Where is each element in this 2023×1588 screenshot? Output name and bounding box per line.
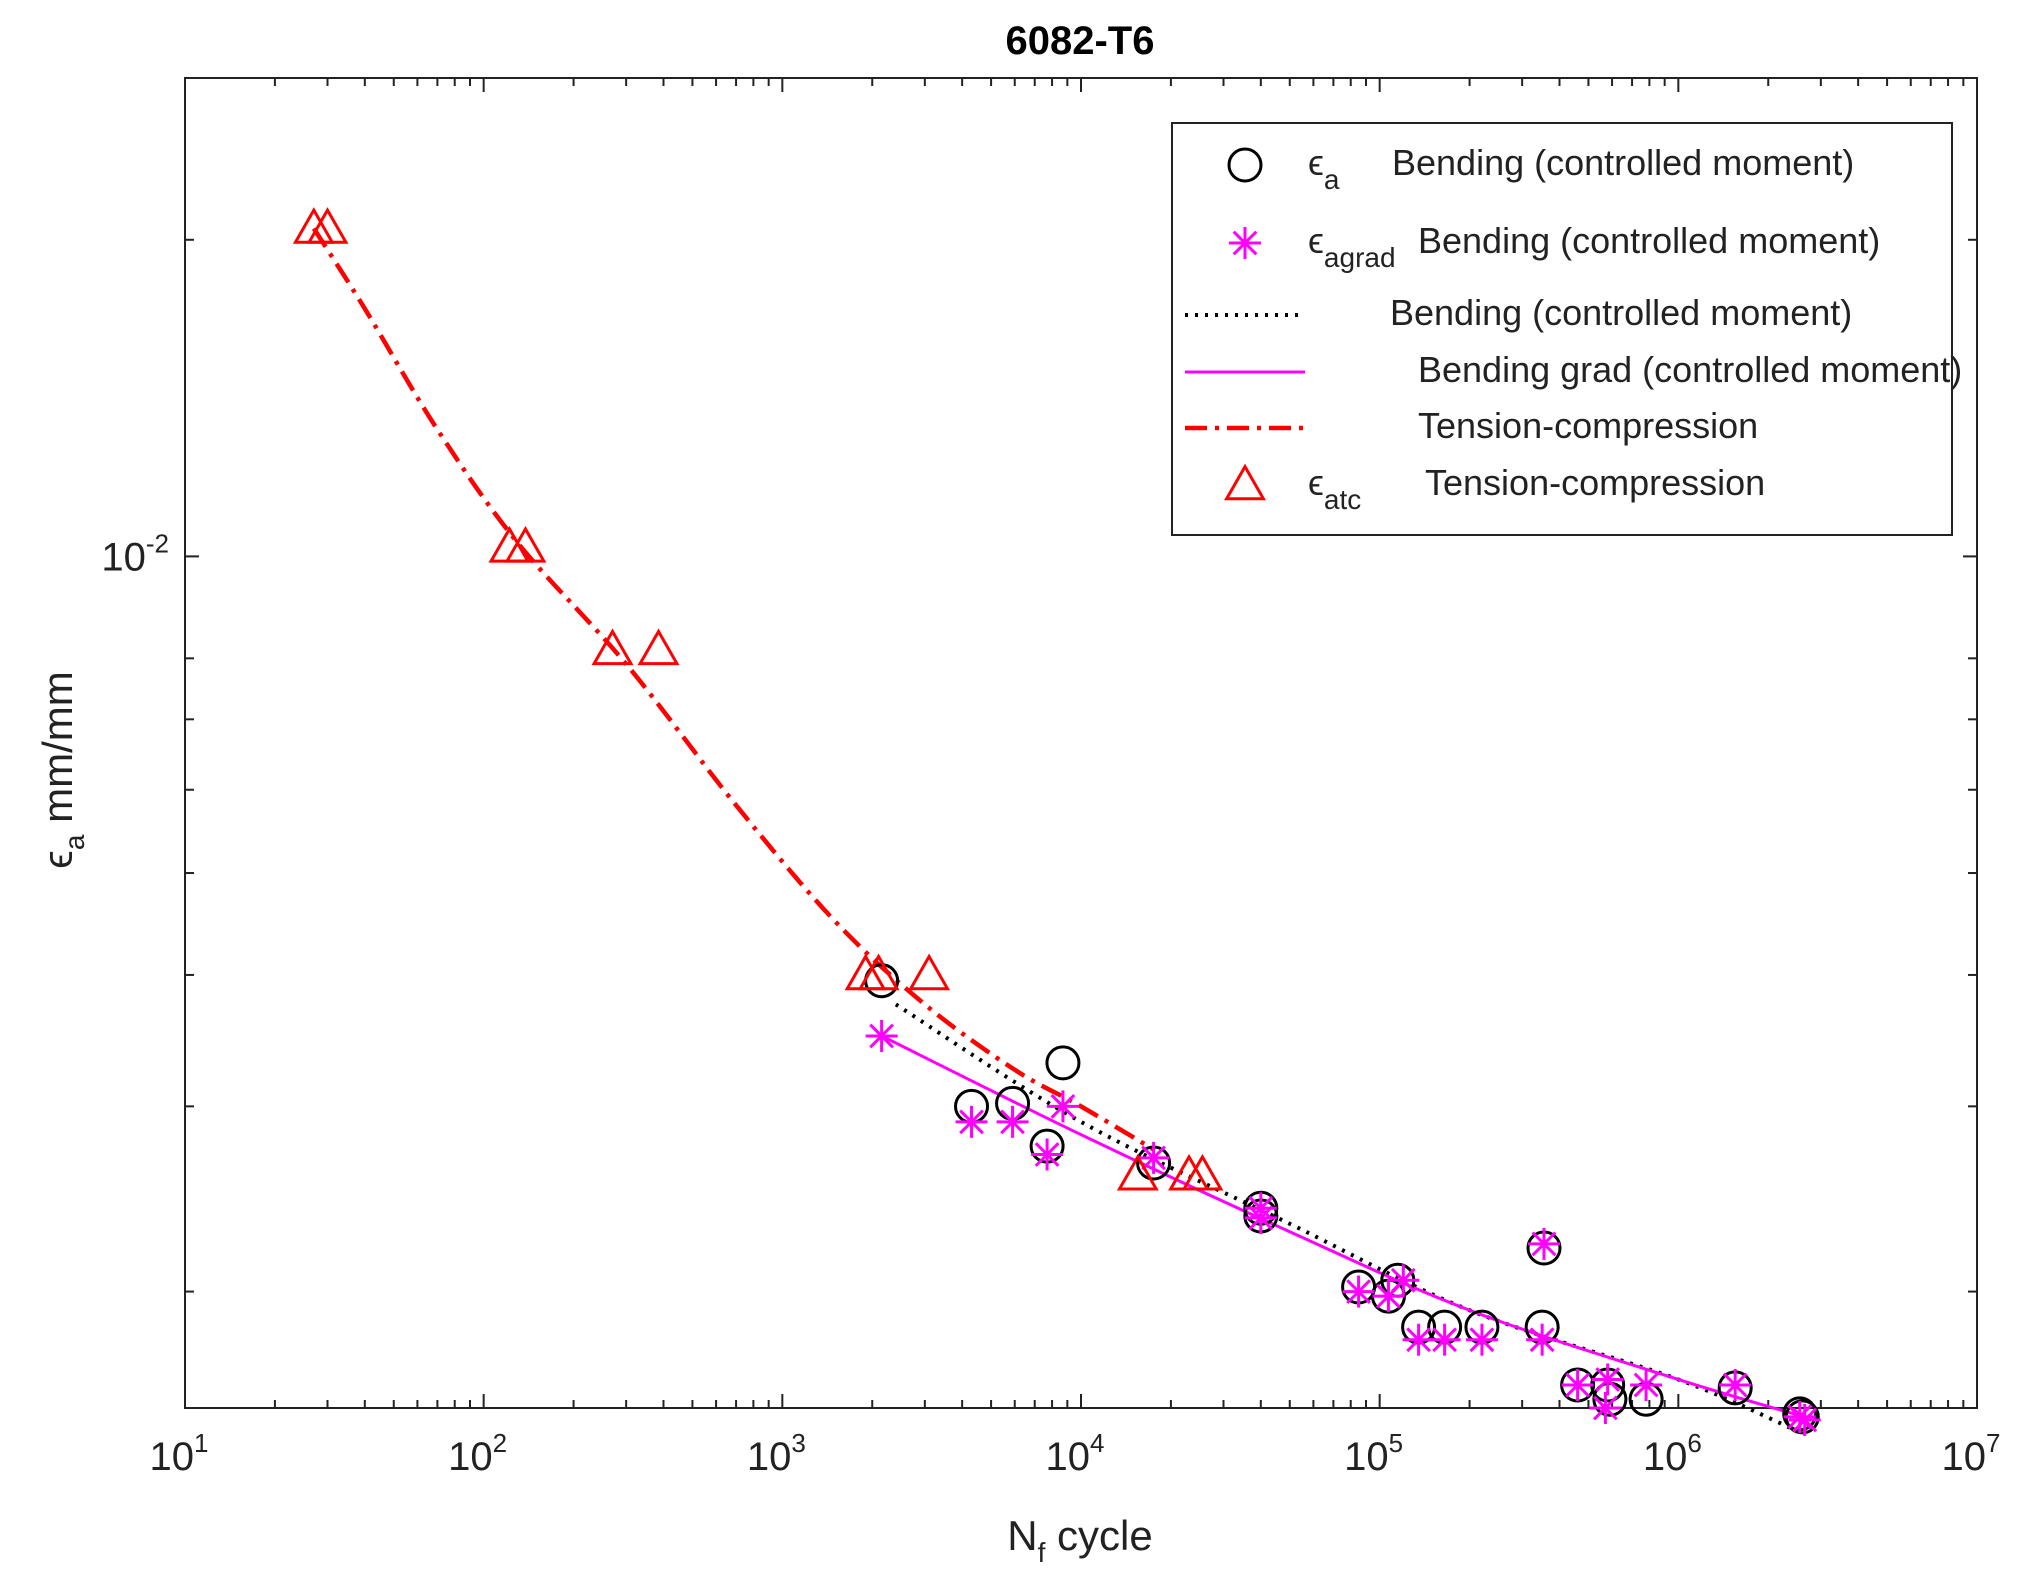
x-tick-label: 106	[1643, 1428, 1702, 1479]
asterisk-marker	[1387, 1264, 1420, 1297]
asterisk-marker	[1591, 1363, 1624, 1396]
axis-titles: Nf cycle ϵa mm/mm	[34, 671, 1153, 1568]
asterisk-marker	[1630, 1369, 1663, 1402]
asterisk-stroke	[1595, 1367, 1621, 1392]
data-markers	[292, 207, 1821, 1436]
triangle-marker	[1116, 1153, 1159, 1191]
legend: ϵa Bending (controlled moment) ϵagrad Bendi…	[1171, 122, 1962, 536]
legend-entry: Bending (controlled moment)	[1185, 292, 1852, 333]
legend-entry-symbol: ϵagrad	[1308, 220, 1396, 273]
x-axis-title: Nf cycle	[1007, 1512, 1152, 1568]
asterisk-marker	[1528, 1227, 1561, 1260]
y-axis-title: ϵa mm/mm	[34, 671, 90, 868]
asterisk-marker	[996, 1105, 1029, 1138]
asterisk-stroke	[1633, 1372, 1659, 1398]
chart-title: 6082-T6	[1006, 19, 1155, 63]
x-tick-label: 104	[1046, 1428, 1105, 1479]
legend-entry: Tension-compression	[1185, 405, 1758, 446]
x-tick-label: 105	[1344, 1428, 1403, 1479]
asterisk-marker	[1031, 1138, 1064, 1171]
asterisk-stroke	[1141, 1145, 1166, 1171]
asterisk-stroke	[1232, 230, 1258, 256]
asterisk-stroke	[1390, 1267, 1416, 1293]
legend-entry-symbol: ϵa	[1308, 142, 1340, 195]
legend-entry-label: Bending (controlled moment)	[1418, 220, 1880, 261]
asterisk-marker	[1465, 1323, 1498, 1356]
y-tick-label: 10-2	[101, 528, 169, 579]
fit-line-solid	[880, 1034, 1806, 1419]
asterisk-stroke	[1000, 1109, 1025, 1135]
asterisk-stroke	[1248, 1205, 1274, 1231]
asterisk-stroke	[1432, 1327, 1457, 1353]
asterisk-marker	[1342, 1275, 1375, 1308]
asterisk-stroke	[1346, 1279, 1371, 1304]
legend-entry-label: Tension-compression	[1418, 405, 1758, 446]
fit-lines	[311, 227, 1806, 1435]
legend-entry-label: Bending grad (controlled moment)	[1418, 349, 1962, 390]
triangle-marker	[637, 628, 680, 666]
x-tick-label: 102	[448, 1428, 507, 1479]
asterisk-stroke	[1565, 1372, 1590, 1398]
asterisk-marker	[1137, 1141, 1170, 1174]
legend-entry: ϵatc Tension-compression	[1224, 462, 1765, 515]
asterisk-marker	[1229, 227, 1261, 259]
series-triangle	[292, 207, 1224, 1191]
legend-entry: Bending grad (controlled moment)	[1185, 349, 1962, 390]
fit-line-dash-dot	[311, 227, 1155, 1152]
triangle-marker	[1181, 1153, 1224, 1191]
circle-marker	[1045, 1045, 1081, 1081]
triangle-marker	[908, 953, 951, 991]
asterisk-stroke	[1034, 1142, 1060, 1167]
asterisk-stroke	[1593, 1395, 1618, 1421]
asterisk-marker	[1046, 1090, 1079, 1123]
legend-box	[1171, 122, 1953, 536]
triangle-marker	[1224, 463, 1266, 501]
asterisk-stroke	[869, 1023, 894, 1049]
triangle-marker	[591, 628, 634, 666]
x-tick-label: 107	[1942, 1428, 2001, 1479]
asterisk-marker	[955, 1105, 988, 1138]
asterisk-marker	[1244, 1201, 1277, 1234]
legend-entry-label: Bending (controlled moment)	[1390, 292, 1852, 333]
triangle-marker	[306, 207, 349, 244]
asterisk-stroke	[1792, 1407, 1818, 1433]
asterisk-marker	[1428, 1323, 1461, 1356]
triangle-marker	[857, 953, 900, 991]
x-tick-label: 101	[150, 1428, 209, 1479]
asterisk-stroke	[1529, 1327, 1555, 1353]
asterisk-stroke	[959, 1109, 984, 1135]
asterisk-marker	[1788, 1403, 1821, 1436]
asterisk-stroke	[1722, 1372, 1748, 1398]
series-asterisk	[865, 1019, 1821, 1436]
asterisk-marker	[1561, 1369, 1594, 1402]
legend-entry-symbol: ϵatc	[1308, 462, 1361, 515]
legend-entry-label: Tension-compression	[1425, 462, 1765, 503]
legend-entry: ϵa Bending (controlled moment)	[1227, 142, 1854, 195]
asterisk-marker	[1719, 1369, 1752, 1402]
asterisk-stroke	[1469, 1327, 1495, 1353]
circle-marker	[1227, 147, 1263, 183]
asterisk-marker	[1589, 1392, 1622, 1424]
legend-entry: ϵagrad Bending (controlled moment)	[1229, 220, 1880, 273]
axis-ticks: 101 102 103 104 105 106 107 10-2	[101, 78, 2000, 1479]
triangle-marker	[292, 207, 335, 244]
legend-entry-label: Bending (controlled moment)	[1392, 142, 1854, 183]
asterisk-stroke	[1050, 1093, 1076, 1119]
triangle-marker	[504, 525, 547, 563]
asterisk-marker	[865, 1019, 898, 1052]
asterisk-marker	[1526, 1323, 1559, 1356]
x-tick-label: 103	[747, 1428, 806, 1479]
asterisk-stroke	[1531, 1231, 1557, 1257]
fit-line-dotted	[894, 1002, 1801, 1435]
series-circle	[864, 963, 1820, 1435]
asterisk-stroke	[1406, 1327, 1431, 1353]
